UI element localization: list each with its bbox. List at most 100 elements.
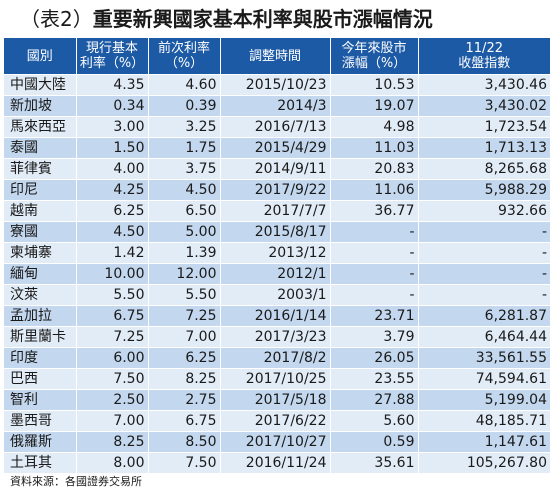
header-line: 11/22 [465,41,503,56]
header-line: 調整時間 [248,48,301,64]
cell-previous-rate: 4.50 [147,179,220,201]
cell-adjust-date: 2015/10/23 [219,74,330,96]
cell-country: 斯里蘭卡 [4,326,76,348]
cell-country: 泰國 [4,137,76,159]
cell-adjust-date: 2017/6/22 [219,410,330,432]
cell-current-rate: 8.25 [75,431,148,453]
cell-country: 孟加拉 [4,305,76,327]
cell-close-index: - [417,263,550,285]
cell-adjust-date: 2016/11/24 [219,452,330,474]
cell-ytd-change: 3.79 [329,326,418,348]
cell-adjust-date: 2012/1 [219,263,330,285]
cell-country: 菲律賓 [4,158,76,180]
cell-ytd-change: 11.06 [329,179,418,201]
table-row: 緬甸 10.00 12.00 2012/1- - [4,263,550,285]
header-row: 國別 現行基本 利率（%） 前次利率 （%） 調整時間 今年來股市 漲幅（%） 11/22 收盤指… [4,38,550,75]
cell-country: 印度 [4,347,76,369]
cell-adjust-date: 2016/7/13 [219,116,330,138]
cell-previous-rate: 5.00 [147,221,220,243]
table-body: 中國大陸 4.35 4.60 2015/10/23 10.53 3,430.46 新加坡 0.… [4,74,550,474]
cell-adjust-date: 2014/9/11 [219,158,330,180]
cell-close-index: 1,147.61 [417,431,550,453]
cell-adjust-date: 2017/5/18 [219,389,330,411]
cell-ytd-change: 35.61 [329,452,418,474]
cell-current-rate: 1.42 [75,242,148,264]
cell-adjust-date: 2017/7/7 [219,200,330,222]
cell-current-rate: 6.00 [75,347,148,369]
cell-close-index: 5,199.04 [417,389,550,411]
cell-current-rate: 4.35 [75,74,148,96]
table-row: 馬來西亞 3.00 3.25 2016/7/13 4.98 1,723.54 [4,116,550,138]
cell-current-rate: 8.00 [75,452,148,474]
cell-country: 俄羅斯 [4,431,76,453]
table-row: 土耳其 8.00 7.50 2016/11/24 35.61 105,267.80 [4,452,550,474]
cell-adjust-date: 2003/1 [219,284,330,306]
cell-previous-rate: 12.00 [147,263,220,285]
cell-previous-rate: 5.50 [147,284,220,306]
header-ytd-change: 今年來股市 漲幅（%） [329,38,418,75]
table-row: 智利 2.50 2.75 2017/5/18 27.88 5,199.04 [4,389,550,411]
cell-current-rate: 7.25 [75,326,148,348]
cell-ytd-change: 23.71 [329,305,418,327]
cell-current-rate: 1.50 [75,137,148,159]
cell-country: 寮國 [4,221,76,243]
cell-previous-rate: 2.75 [147,389,220,411]
cell-close-index: 48,185.71 [417,410,550,432]
cell-ytd-change: 23.55 [329,368,418,390]
cell-previous-rate: 7.00 [147,326,220,348]
cell-close-index: 5,988.29 [417,179,550,201]
cell-country: 新加坡 [4,95,76,117]
cell-current-rate: 6.75 [75,305,148,327]
cell-current-rate: 4.50 [75,221,148,243]
table-row: 菲律賓 4.00 3.75 2014/9/11 20.83 8,265.68 [4,158,550,180]
cell-country: 中國大陸 [4,74,76,96]
cell-current-rate: 4.25 [75,179,148,201]
header-country: 國別 [4,38,76,75]
cell-close-index: 1,723.54 [417,116,550,138]
table-row: 汶萊 5.50 5.50 2003/1- - [4,284,550,306]
cell-country: 柬埔寨 [4,242,76,264]
rate-table: 國別 現行基本 利率（%） 前次利率 （%） 調整時間 今年來股市 漲幅（%） 11/22 收盤指… [4,38,550,474]
cell-adjust-date: 2017/10/27 [219,431,330,453]
cell-current-rate: 7.50 [75,368,148,390]
cell-close-index: 3,430.46 [417,74,550,96]
cell-country: 緬甸 [4,263,76,285]
cell-country: 土耳其 [4,452,76,474]
cell-previous-rate: 6.50 [147,200,220,222]
source-note: 資料來源：各國證券交易所 [10,475,142,488]
table-row: 巴西 7.50 8.25 2017/10/25 23.55 74,594.61 [4,368,550,390]
cell-previous-rate: 8.50 [147,431,220,453]
cell-country: 印尼 [4,179,76,201]
cell-current-rate: 7.00 [75,410,148,432]
cell-previous-rate: 3.25 [147,116,220,138]
header-line: 現行基本 [85,41,138,56]
cell-adjust-date: 2013/12 [219,242,330,264]
cell-previous-rate: 4.60 [147,74,220,96]
cell-current-rate: 0.34 [75,95,148,117]
cell-adjust-date: 2014/3 [219,95,330,117]
header-current-rate: 現行基本 利率（%） [75,38,148,75]
cell-previous-rate: 7.25 [147,305,220,327]
cell-close-index: 3,430.02 [417,95,550,117]
cell-ytd-change: - [329,284,418,306]
table-number: （表2） [20,7,93,31]
cell-current-rate: 3.00 [75,116,148,138]
cell-ytd-change: 0.59 [329,431,418,453]
cell-country: 汶萊 [4,284,76,306]
cell-previous-rate: 1.39 [147,242,220,264]
table-title-text: 重要新興國家基本利率與股市漲幅情況 [92,7,433,31]
cell-country: 墨西哥 [4,410,76,432]
header-line: 收盤指數 [458,56,511,71]
header-line: 前次利率 [157,41,210,56]
cell-adjust-date: 2017/10/25 [219,368,330,390]
cell-close-index: 6,281.87 [417,305,550,327]
header-previous-rate: 前次利率 （%） [147,38,220,75]
cell-close-index: - [417,221,550,243]
cell-country: 巴西 [4,368,76,390]
cell-ytd-change: 20.83 [329,158,418,180]
cell-ytd-change: 11.03 [329,137,418,159]
cell-ytd-change: - [329,263,418,285]
cell-ytd-change: 27.88 [329,389,418,411]
cell-close-index: 932.66 [417,200,550,222]
cell-ytd-change: 36.77 [329,200,418,222]
